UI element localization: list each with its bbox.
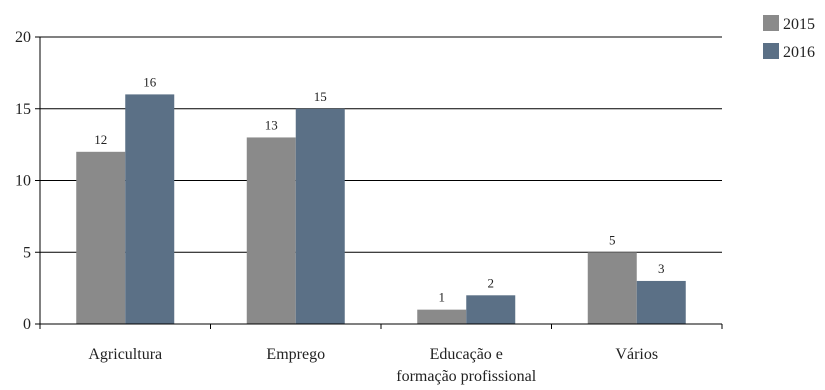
bar-2015-1	[246, 137, 296, 324]
y-tick-label: 15	[15, 101, 31, 118]
data-label: 5	[609, 232, 616, 247]
data-label: 16	[143, 74, 157, 89]
x-category-label: formação profissional	[396, 368, 537, 385]
y-tick-label: 5	[23, 244, 31, 261]
legend-label-2016: 2016	[783, 44, 815, 61]
legend-label-2015: 2015	[783, 16, 815, 33]
bars	[76, 94, 686, 325]
bar-2016-1	[295, 108, 345, 324]
x-category-label: Vários	[615, 346, 658, 363]
data-label: 15	[314, 89, 327, 104]
x-category-label: Emprego	[266, 346, 325, 363]
bar-2016-0	[125, 94, 175, 325]
x-category-label: Educação e	[430, 346, 503, 363]
bar-2015-0	[76, 151, 126, 324]
legend-swatch-2016	[763, 43, 779, 59]
bar-2016-3	[636, 280, 686, 324]
data-label: 13	[265, 117, 278, 132]
y-tick-label: 0	[23, 316, 31, 333]
y-tick-label: 10	[15, 173, 31, 190]
bar-2015-2	[417, 309, 467, 324]
data-label: 2	[488, 275, 495, 290]
x-category-label: Agricultura	[88, 346, 162, 363]
data-label: 3	[658, 261, 665, 276]
bar-2015-3	[587, 252, 637, 324]
data-label: 12	[94, 132, 107, 147]
bar-2016-2	[466, 295, 516, 324]
data-label: 1	[439, 290, 446, 305]
y-tick-label: 20	[15, 29, 31, 46]
legend-swatch-2015	[763, 15, 779, 31]
legend: 2015 2016	[763, 15, 815, 61]
